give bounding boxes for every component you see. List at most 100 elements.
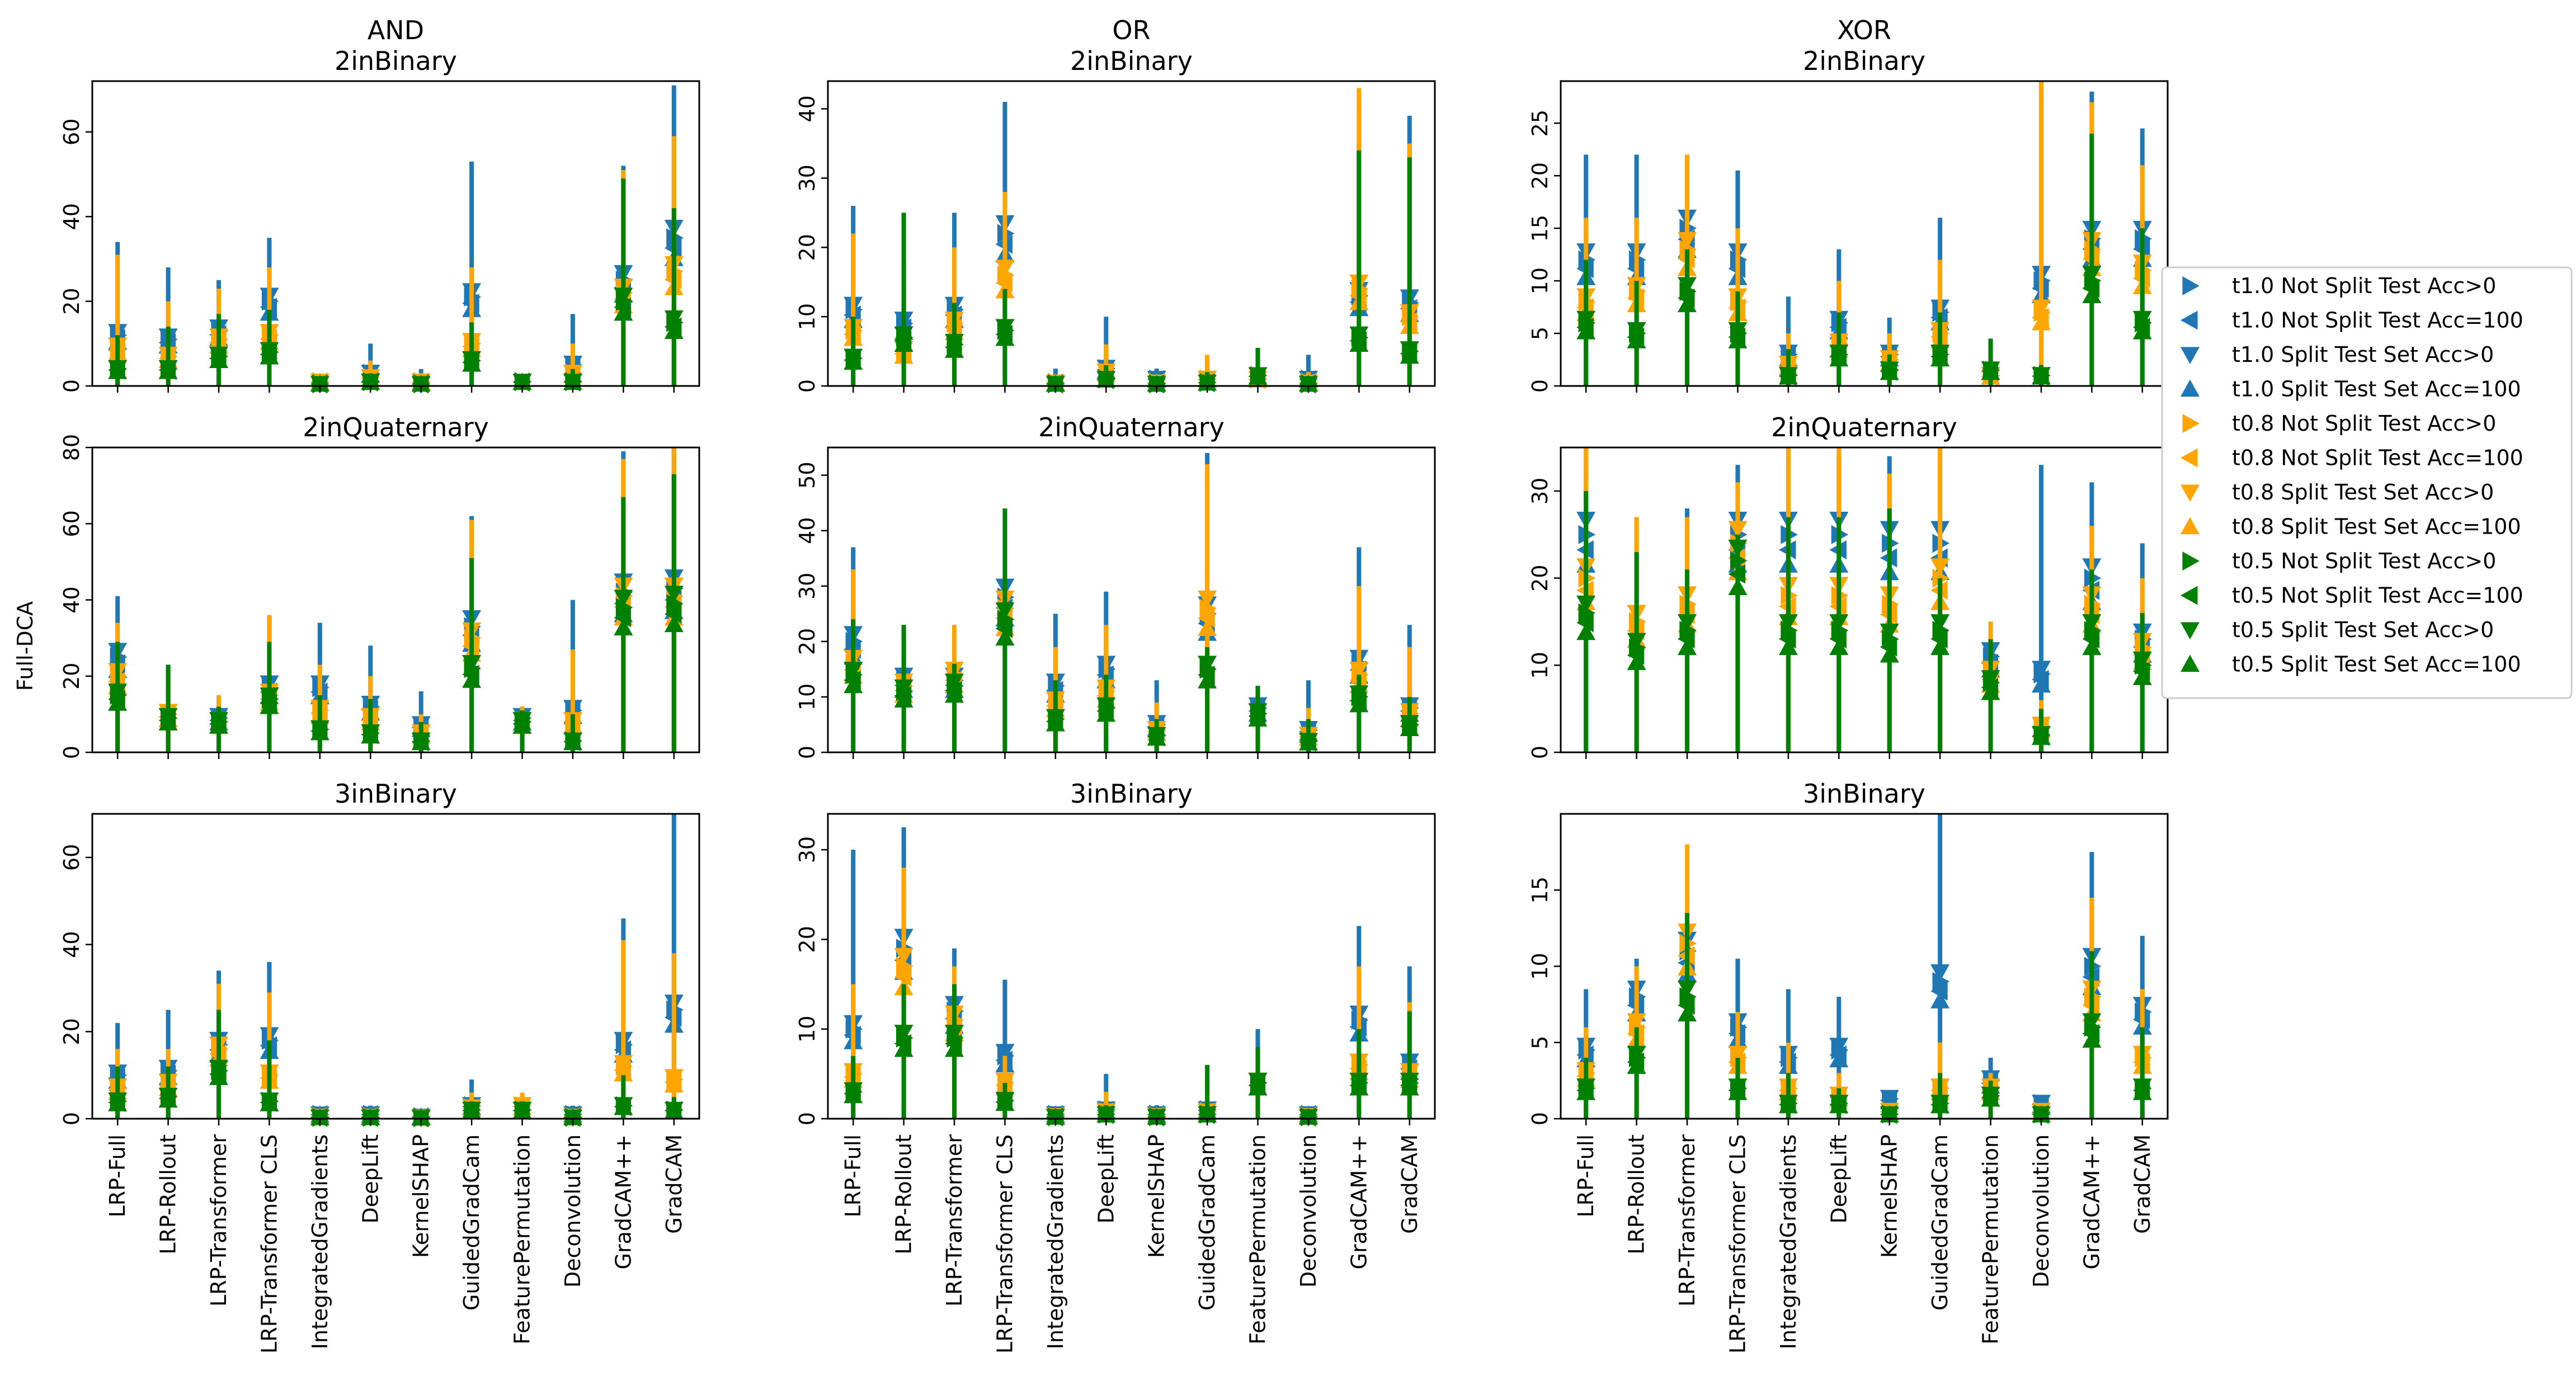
legend-label: t0.5 Split Test Set Acc>0 (2232, 618, 2494, 642)
legend-entry: t0.8 Not Split Test Acc=100 (2181, 446, 2523, 470)
data-point (158, 713, 178, 731)
data-point (1930, 629, 1948, 649)
legend-label: t1.0 Not Split Test Acc=100 (2232, 308, 2523, 333)
legend-marker (2182, 552, 2200, 571)
data-point (896, 956, 913, 976)
legend-label: t0.5 Not Split Test Acc>0 (2232, 549, 2496, 573)
subplot-r2-c2: 2inQuaternary 0 10 20 30 40 50 (795, 412, 1436, 759)
data-point (614, 1055, 633, 1072)
data-point (1880, 645, 1899, 663)
y-tick-label: 40 (59, 931, 84, 958)
series-t0.5 (108, 178, 684, 394)
y-tick-label: 10 (1528, 652, 1552, 678)
series-t0.5 (108, 1010, 684, 1128)
data-point (1678, 232, 1697, 249)
plot-area (91, 813, 700, 1120)
y-tick-label: 20 (59, 663, 84, 690)
data-point (615, 598, 633, 618)
x-tick-label: GradCAM++ (1346, 1134, 1371, 1269)
series-t0.5 (844, 150, 1419, 394)
subplot-grid: AND2inBinary0204060OR2inBinary010203040X… (59, 15, 2169, 1354)
subplot-title: 3inBinary (1803, 779, 1925, 809)
x-tick-label: GuidedGradCam (1195, 1134, 1219, 1311)
y-tick-label: 0 (795, 379, 820, 393)
legend-marker (2181, 379, 2200, 397)
data-point (108, 362, 128, 379)
series-t0.5 (844, 508, 1419, 752)
legend-entry: t1.0 Split Test Set Acc>0 (2181, 342, 2494, 367)
data-point (1299, 733, 1318, 751)
data-point (1981, 362, 2000, 380)
y-tick-label: 60 (59, 844, 84, 871)
y-tick-label: 10 (795, 303, 820, 330)
data-point (1829, 1050, 1849, 1068)
data-point (1930, 558, 1950, 576)
data-point (2082, 1013, 2102, 1031)
data-point (209, 351, 228, 368)
data-point (209, 1068, 228, 1085)
series-t1.0 (844, 453, 1419, 752)
x-tick-label: Deconvolution (1296, 1134, 1321, 1288)
data-point (1576, 310, 1596, 328)
data-point (995, 260, 1015, 277)
data-point (664, 1101, 684, 1119)
data-point (1880, 362, 1899, 380)
x-tick-label: FeaturePermutation (510, 1134, 535, 1345)
y-tick-label: 50 (795, 461, 820, 488)
data-point (2032, 299, 2051, 317)
series-t0.5 (108, 474, 684, 752)
y-axis-label: Full-DCA (13, 601, 37, 691)
x-tick-label: GuidedGradCam (1928, 1134, 1952, 1311)
data-point (614, 288, 633, 305)
data-point (1627, 1057, 1646, 1074)
data-point (1930, 614, 1950, 632)
data-point (1349, 334, 1369, 352)
data-point (894, 334, 913, 352)
data-point (2032, 367, 2051, 385)
plot-area (1560, 80, 2169, 387)
series-t0.5 (1576, 491, 2152, 752)
data-point (361, 726, 380, 744)
y-tick-label: 0 (59, 1112, 84, 1125)
data-point (1728, 1045, 1748, 1063)
data-point (1728, 578, 1748, 595)
data-point (2082, 266, 2102, 283)
y-tick-label: 20 (795, 628, 820, 655)
series-t0.5 (1576, 913, 2152, 1124)
data-point (1880, 623, 1899, 641)
data-point (1679, 621, 1697, 640)
data-point (1781, 621, 1798, 640)
y-tick-label: 10 (795, 1016, 820, 1043)
y-tick-label: 60 (59, 510, 84, 537)
x-tick-label: LRP-Rollout (1624, 1134, 1649, 1255)
data-point (614, 1064, 633, 1082)
legend-label: t0.5 Not Split Test Acc=100 (2232, 583, 2523, 608)
legend-marker (2181, 484, 2200, 502)
data-point (1578, 603, 1596, 623)
data-point (1728, 322, 1748, 340)
series-t0.8 (108, 447, 684, 752)
data-point (462, 1101, 482, 1119)
data-point (1932, 972, 1950, 991)
legend-label: t0.8 Not Split Test Acc=100 (2232, 446, 2523, 470)
data-point (1198, 656, 1217, 673)
y-tick-label: 0 (1528, 746, 1552, 759)
y-tick-label: 0 (795, 746, 820, 759)
x-tick-label: GuidedGradCam (459, 1134, 484, 1311)
data-point (1400, 1078, 1419, 1096)
x-tick-label: GradCAM (1397, 1134, 1422, 1234)
y-tick-label: 0 (59, 746, 84, 759)
series-t1.0 (1576, 81, 2152, 386)
data-point (894, 679, 913, 697)
y-tick-label: 40 (59, 586, 84, 613)
series-t0.8 (1576, 447, 2152, 752)
data-point (1678, 638, 1697, 656)
data-point (1831, 621, 1849, 640)
data-point (997, 610, 1015, 629)
data-point (945, 685, 964, 703)
data-point (1046, 714, 1065, 732)
data-point (1728, 564, 1746, 584)
